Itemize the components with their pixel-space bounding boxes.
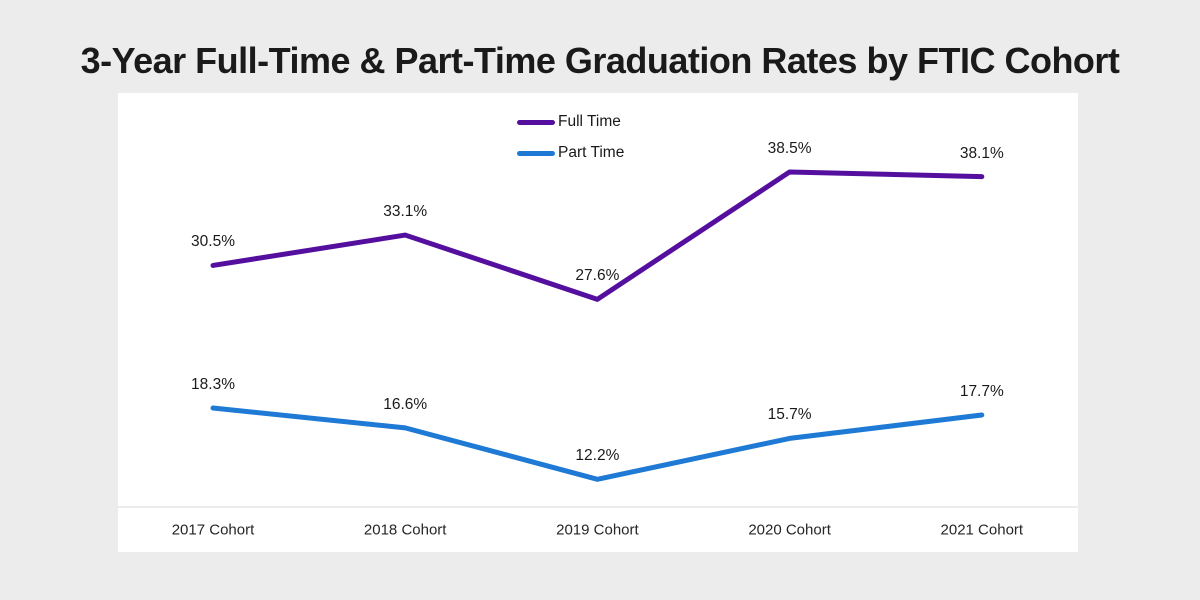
legend-label: Full Time bbox=[558, 113, 621, 130]
data-label-part-time: 16.6% bbox=[383, 395, 428, 413]
plot-area: 30.5% 33.1% 27.6% 38.5% 38.1% 18.3% 16.6% 12.2%… bbox=[118, 93, 1078, 552]
chart-line-full-time bbox=[210, 169, 985, 302]
category-label: 2020 Cohort bbox=[748, 521, 831, 539]
data-label-full-time: 38.5% bbox=[767, 139, 812, 157]
legend-label: Part Time bbox=[558, 144, 625, 161]
data-label-part-time: 17.7% bbox=[959, 383, 1004, 401]
legend-swatch-icon bbox=[517, 150, 555, 156]
legend-item-part-time: Part Time bbox=[517, 144, 624, 162]
data-label-full-time: 33.1% bbox=[383, 203, 428, 221]
category-label: 2017 Cohort bbox=[171, 521, 255, 539]
data-label-part-time: 12.2% bbox=[575, 447, 620, 465]
legend-swatch-icon bbox=[517, 119, 555, 125]
data-label-part-time: 18.3% bbox=[191, 376, 235, 393]
data-label-full-time: 27.6% bbox=[575, 267, 620, 285]
line-chart bbox=[118, 169, 1078, 508]
category-label: 2021 Cohort bbox=[940, 521, 1024, 539]
chart-line-part-time bbox=[210, 405, 985, 482]
data-label-full-time: 38.1% bbox=[959, 144, 1004, 162]
legend: Full Time Part Time bbox=[517, 113, 624, 162]
chart-title: 3-Year Full-Time & Part-Time Graduation … bbox=[80, 40, 1120, 81]
legend-item-full-time: Full Time bbox=[517, 113, 624, 131]
data-label-part-time: 15.7% bbox=[767, 406, 812, 424]
category-label: 2018 Cohort bbox=[363, 521, 447, 539]
data-label-full-time: 30.5% bbox=[191, 233, 235, 251]
category-label: 2019 Cohort bbox=[556, 521, 639, 539]
